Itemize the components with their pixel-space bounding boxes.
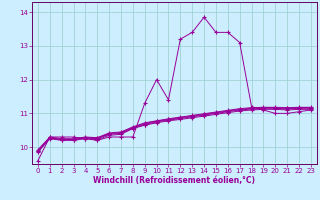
X-axis label: Windchill (Refroidissement éolien,°C): Windchill (Refroidissement éolien,°C) bbox=[93, 176, 255, 185]
